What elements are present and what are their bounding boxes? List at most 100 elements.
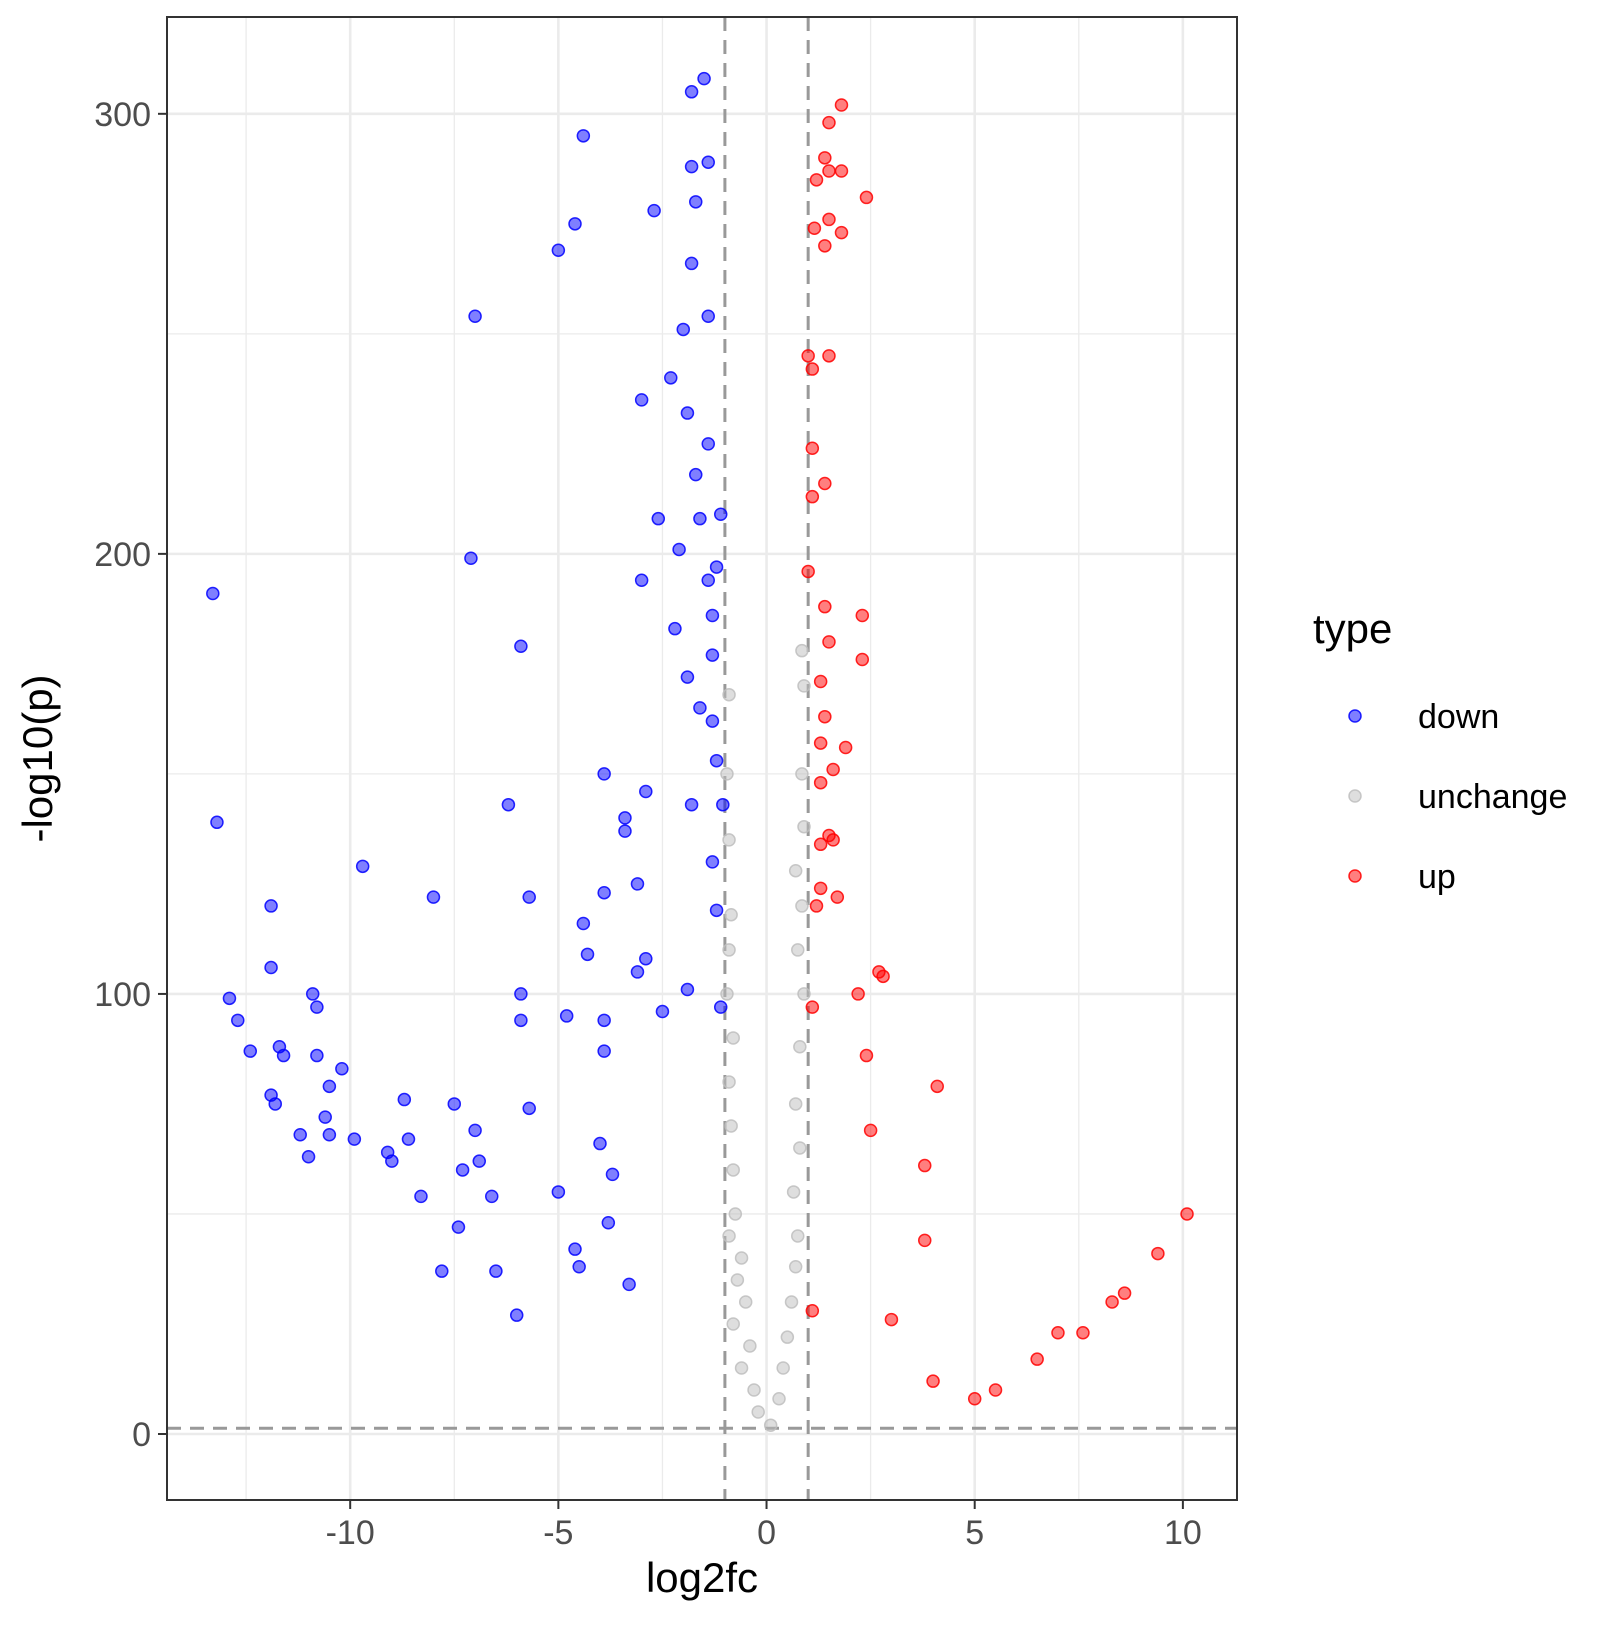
point-down <box>618 824 632 838</box>
point-unchange <box>722 1075 736 1089</box>
point-down <box>397 1092 412 1107</box>
point-down <box>597 767 611 781</box>
point-down <box>551 243 566 257</box>
point-unchange <box>722 1229 736 1243</box>
point-down <box>301 1150 316 1164</box>
point-down <box>634 573 649 588</box>
point-up <box>813 775 828 790</box>
panel-border <box>166 16 1238 1501</box>
point-down <box>680 406 695 420</box>
point-unchange <box>724 1119 738 1133</box>
point-down <box>484 1189 499 1204</box>
point-down <box>206 586 220 601</box>
point-up <box>859 1048 874 1063</box>
point-unchange <box>751 1405 765 1419</box>
point-up <box>809 899 824 913</box>
point-unchange <box>784 1295 799 1309</box>
point-down <box>447 1097 462 1111</box>
point-down <box>514 639 528 654</box>
x-tick-label: -5 <box>543 1514 573 1552</box>
point-up <box>813 736 828 750</box>
point-unchange <box>730 1273 745 1287</box>
point-up <box>826 762 840 777</box>
point-unchange <box>722 943 736 957</box>
point-up <box>884 1312 899 1327</box>
point-down <box>580 947 595 962</box>
point-up <box>838 740 853 755</box>
point-unchange <box>795 767 809 781</box>
point-up <box>967 1392 982 1406</box>
point-down <box>318 1110 332 1124</box>
point-up <box>818 151 832 165</box>
point-unchange <box>734 1251 749 1265</box>
point-down <box>684 85 699 99</box>
point-down <box>605 1167 620 1182</box>
point-down <box>709 903 724 918</box>
series-unchange <box>720 643 811 1432</box>
point-down <box>684 159 699 174</box>
point-unchange <box>726 1163 740 1177</box>
point-down <box>634 393 649 407</box>
point-up <box>855 608 870 623</box>
point-down <box>347 1132 362 1146</box>
point-down <box>310 1000 324 1014</box>
point-up <box>813 837 828 852</box>
point-up <box>813 881 828 896</box>
point-up <box>822 635 836 649</box>
y-axis-title: -log10(p) <box>14 674 61 842</box>
point-up <box>826 833 840 847</box>
point-down <box>689 195 703 209</box>
point-up <box>1030 1352 1044 1366</box>
point-down <box>335 1061 349 1076</box>
x-tick-label: 10 <box>1164 1514 1202 1552</box>
panel-background <box>167 17 1237 1500</box>
point-down <box>435 1264 449 1278</box>
point-unchange <box>780 1330 795 1344</box>
point-up <box>818 476 832 491</box>
point-down <box>468 1123 482 1138</box>
x-tick-label: -10 <box>326 1514 375 1552</box>
gridlines <box>167 17 1237 1500</box>
legend-key-unchange <box>1348 789 1362 803</box>
point-up <box>1151 1246 1165 1261</box>
point-down <box>551 1185 566 1199</box>
point-down <box>264 899 278 913</box>
point-down <box>680 670 695 684</box>
y-tick-label: 100 <box>94 976 151 1014</box>
point-up <box>834 164 849 178</box>
point-up <box>834 98 849 112</box>
point-up <box>859 190 874 205</box>
point-down <box>451 1220 466 1234</box>
point-down <box>676 322 691 337</box>
point-unchange <box>724 907 738 922</box>
legend: type down unchange up <box>1313 605 1567 896</box>
plot-frame <box>166 16 1238 1501</box>
point-up <box>807 221 822 235</box>
point-down <box>693 511 707 526</box>
point-up <box>822 349 836 363</box>
point-down <box>243 1044 258 1058</box>
point-down <box>597 1044 611 1058</box>
point-unchange <box>793 1039 807 1054</box>
point-down <box>630 877 645 891</box>
point-down <box>597 885 611 900</box>
point-down <box>355 859 370 874</box>
threshold-lines <box>167 17 1237 1500</box>
point-unchange <box>726 1031 740 1045</box>
point-down <box>639 784 653 799</box>
point-up <box>830 890 845 904</box>
point-unchange <box>795 899 809 913</box>
point-down <box>264 960 278 975</box>
point-up <box>805 362 820 376</box>
point-up <box>801 564 815 579</box>
point-down <box>601 1216 616 1230</box>
point-unchange <box>728 1207 743 1221</box>
point-unchange <box>726 1317 740 1331</box>
point-down <box>310 1048 324 1063</box>
point-unchange <box>776 1361 790 1375</box>
point-unchange <box>791 943 805 957</box>
point-down <box>514 1013 528 1028</box>
x-axis-title: log2fc <box>646 1554 758 1601</box>
